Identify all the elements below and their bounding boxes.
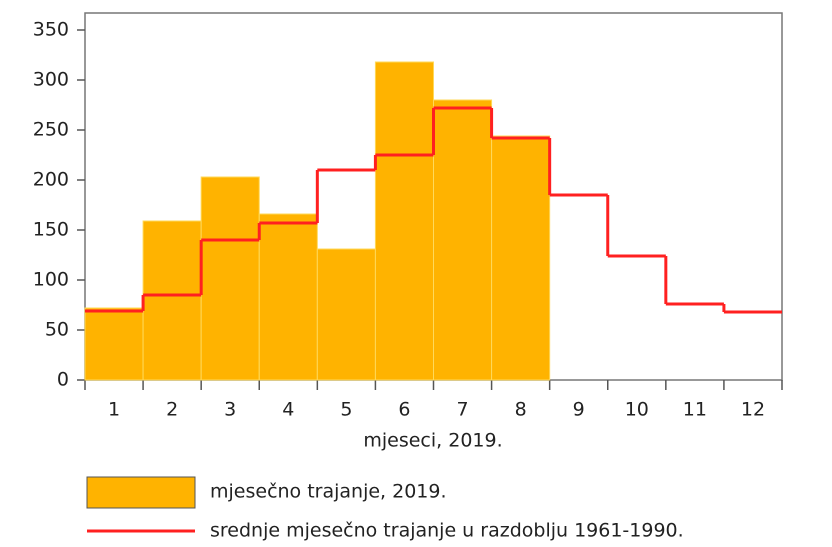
- x-tick-label: 12: [741, 399, 765, 421]
- y-tick-label: 0: [57, 369, 69, 391]
- y-tick-label: 150: [33, 219, 69, 241]
- x-tick-label: 1: [108, 399, 120, 421]
- bar: [142, 220, 202, 381]
- bar: [258, 213, 318, 381]
- y-tick-label: 50: [45, 319, 69, 341]
- y-tick-label: 200: [33, 169, 69, 191]
- x-tick-label: 5: [340, 399, 352, 421]
- legend-swatch: [86, 476, 196, 509]
- legend-label: srednje mjesečno trajanje u razdoblju 19…: [210, 520, 684, 542]
- bar: [433, 99, 493, 381]
- x-tick-label: 8: [515, 399, 527, 421]
- y-tick-label: 250: [33, 119, 69, 141]
- bar: [316, 248, 376, 381]
- legend-label: mjesečno trajanje, 2019.: [210, 481, 447, 503]
- bar: [374, 61, 434, 381]
- x-axis-label: mjeseci, 2019.: [363, 430, 502, 452]
- x-tick-label: 4: [282, 399, 294, 421]
- x-tick-label: 10: [625, 399, 649, 421]
- x-tick-label: 9: [573, 399, 585, 421]
- x-tick-label: 3: [224, 399, 236, 421]
- bar: [200, 176, 260, 381]
- bar: [84, 307, 144, 381]
- x-tick-label: 6: [398, 399, 410, 421]
- x-tick-label: 7: [456, 399, 468, 421]
- bar: [491, 135, 551, 381]
- x-tick-label: 2: [166, 399, 178, 421]
- x-tick-label: 11: [683, 399, 707, 421]
- y-tick-label: 100: [33, 269, 69, 291]
- y-tick-label: 350: [33, 19, 69, 41]
- y-tick-label: 300: [33, 69, 69, 91]
